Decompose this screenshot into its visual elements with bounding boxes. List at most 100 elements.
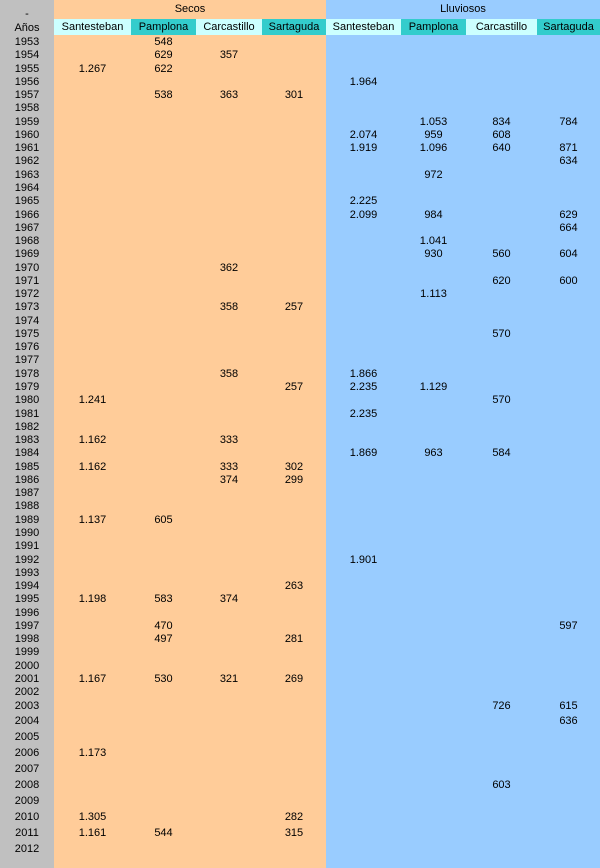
- column-header-bg: [401, 19, 466, 35]
- year-label: 1979: [14, 381, 40, 394]
- year-label: 2010: [14, 811, 40, 823]
- year-label: 1966: [14, 208, 40, 221]
- year-label: 1965: [14, 195, 40, 208]
- cell-value: 972: [424, 168, 443, 181]
- cell-value: 620: [492, 274, 511, 287]
- year-label: 2008: [14, 779, 40, 791]
- cell-value: 358: [219, 301, 239, 314]
- cell-value: 604: [559, 248, 578, 261]
- cell-value: 2.235: [349, 381, 378, 394]
- year-label: 2004: [14, 715, 40, 727]
- cell-value: 1.137: [78, 513, 107, 526]
- year-label: 2011: [15, 827, 39, 839]
- cell-value: 1.866: [349, 367, 378, 380]
- year-label: 1998: [14, 633, 40, 646]
- year-label: 1968: [14, 235, 40, 248]
- column-header: Carcastillo: [475, 21, 528, 33]
- cell-value: 615: [559, 699, 578, 712]
- cell-value: 333: [219, 434, 239, 447]
- cell-value: 257: [284, 381, 304, 394]
- cell-value: 834: [492, 115, 511, 128]
- year-label: 2000: [14, 659, 40, 672]
- column-header-bg: [262, 19, 326, 35]
- cell-value: 1.901: [349, 553, 378, 566]
- column-header: Pamplona: [138, 21, 189, 33]
- year-label: 1984: [14, 447, 40, 460]
- column-header: Sartaguda: [268, 21, 320, 33]
- year-label: 1954: [14, 49, 40, 62]
- cell-value: 871: [559, 142, 578, 155]
- column-header: Santesteban: [332, 21, 395, 33]
- cell-value: 1.305: [78, 811, 107, 823]
- year-label: 1987: [14, 487, 40, 500]
- cell-value: 1.162: [78, 434, 107, 447]
- cell-value: 321: [219, 672, 239, 685]
- year-label: 2002: [14, 686, 40, 699]
- year-column: [0, 0, 54, 868]
- column-header-bg: [537, 19, 600, 35]
- year-label: 2007: [14, 763, 40, 775]
- cell-value: 1.919: [349, 142, 378, 155]
- cell-value: 2.225: [349, 195, 378, 208]
- year-label: 2001: [14, 672, 40, 685]
- cell-value: 530: [154, 672, 173, 685]
- year-label: 1982: [14, 420, 40, 433]
- year-label: 1977: [14, 354, 40, 367]
- year-label: 1957: [14, 89, 40, 102]
- cell-value: 315: [284, 827, 304, 839]
- group-header: Lluviosos: [440, 3, 486, 15]
- cell-value: 362: [219, 261, 239, 274]
- year-label: 1991: [14, 540, 40, 553]
- year-label: 1963: [14, 168, 40, 181]
- cell-value: 726: [492, 699, 511, 712]
- cell-value: 570: [492, 327, 511, 340]
- cell-value: 374: [219, 473, 239, 486]
- year-label: 1999: [14, 646, 40, 659]
- cell-value: 263: [284, 580, 304, 593]
- year-label: 1997: [14, 619, 40, 632]
- cell-value: 1.041: [419, 235, 448, 248]
- cell-value: 1.241: [78, 394, 107, 407]
- cell-value: 629: [154, 49, 173, 62]
- cell-value: 629: [559, 208, 578, 221]
- cell-value: 605: [154, 513, 173, 526]
- cell-value: 584: [492, 447, 511, 460]
- cell-value: 538: [154, 89, 173, 102]
- year-label: 1974: [14, 314, 40, 327]
- cell-value: 374: [219, 593, 239, 606]
- year-label: 1972: [14, 288, 40, 301]
- year-label: 1995: [14, 593, 40, 606]
- cell-value: 281: [284, 633, 304, 646]
- cell-value: 664: [559, 221, 578, 234]
- cell-value: 583: [154, 593, 173, 606]
- year-label: 2003: [14, 699, 40, 712]
- year-label: 1969: [14, 248, 40, 261]
- year-label: 1970: [14, 261, 40, 274]
- cell-value: 2.235: [349, 407, 378, 420]
- year-label: 1967: [14, 221, 40, 234]
- year-label: 1985: [14, 460, 40, 473]
- cell-value: 1.167: [78, 672, 107, 685]
- year-label: 1956: [14, 75, 40, 88]
- group-header: Secos: [174, 3, 206, 15]
- cell-value: 1.162: [78, 460, 107, 473]
- year-label: 1990: [14, 526, 40, 539]
- column-header: Carcastillo: [203, 21, 255, 33]
- cell-value: 357: [219, 49, 239, 62]
- column-header-bg: [196, 19, 262, 35]
- column-header-bg: [131, 19, 196, 35]
- column-header-bg: [54, 19, 131, 35]
- cell-value: 603: [492, 779, 511, 791]
- cell-value: 597: [559, 619, 578, 632]
- cell-value: 363: [219, 89, 239, 102]
- cell-value: 470: [154, 619, 173, 632]
- year-label: 1992: [14, 553, 40, 566]
- cell-value: 1.173: [78, 747, 107, 759]
- year-label: 1981: [14, 407, 40, 420]
- corner-label: Años: [14, 22, 40, 34]
- cell-value: 1.113: [420, 288, 447, 301]
- cell-value: 930: [424, 248, 443, 261]
- cell-value: 963: [424, 447, 443, 460]
- year-label: 1975: [14, 327, 40, 340]
- year-label: 1986: [14, 473, 40, 486]
